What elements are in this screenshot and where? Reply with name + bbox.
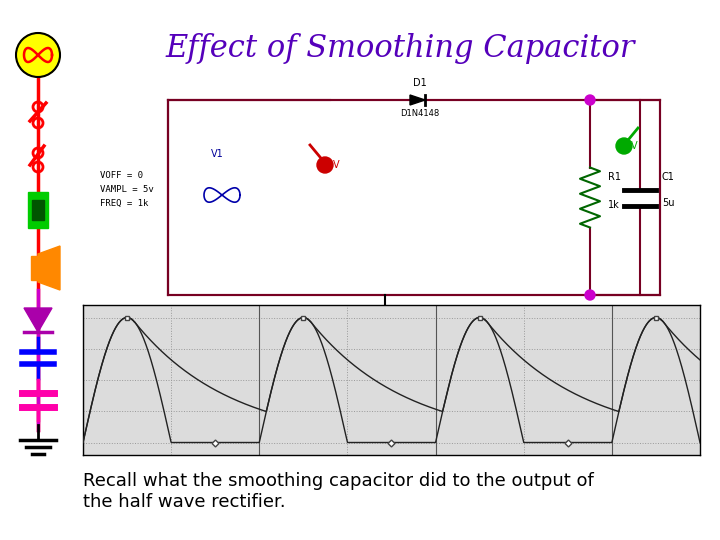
Text: 1k: 1k <box>608 199 620 210</box>
Circle shape <box>190 163 254 227</box>
Text: Effect of Smoothing Capacitor: Effect of Smoothing Capacitor <box>166 32 635 64</box>
Text: D1N4148: D1N4148 <box>400 109 440 118</box>
Bar <box>168 100 660 295</box>
Circle shape <box>585 95 595 105</box>
Text: R1: R1 <box>608 172 621 181</box>
Text: V1: V1 <box>211 149 223 159</box>
Bar <box>32 200 44 220</box>
Polygon shape <box>24 308 52 332</box>
Circle shape <box>317 157 333 173</box>
Polygon shape <box>38 246 60 290</box>
Text: V: V <box>333 160 340 170</box>
Text: VAMPL = 5v: VAMPL = 5v <box>100 185 154 194</box>
Text: V: V <box>631 141 638 151</box>
Text: 0: 0 <box>393 322 399 332</box>
Bar <box>31 256 38 280</box>
Circle shape <box>585 290 595 300</box>
Circle shape <box>16 33 60 77</box>
Text: VOFF = 0: VOFF = 0 <box>100 171 143 180</box>
Bar <box>28 192 48 228</box>
Text: C1: C1 <box>662 172 675 181</box>
Text: D1: D1 <box>413 78 427 88</box>
Text: Recall what the smoothing capacitor did to the output of
the half wave rectifier: Recall what the smoothing capacitor did … <box>83 472 594 511</box>
Text: 5u: 5u <box>662 198 675 207</box>
Circle shape <box>616 138 632 154</box>
Text: FREQ = 1k: FREQ = 1k <box>100 199 148 208</box>
Polygon shape <box>410 95 425 105</box>
